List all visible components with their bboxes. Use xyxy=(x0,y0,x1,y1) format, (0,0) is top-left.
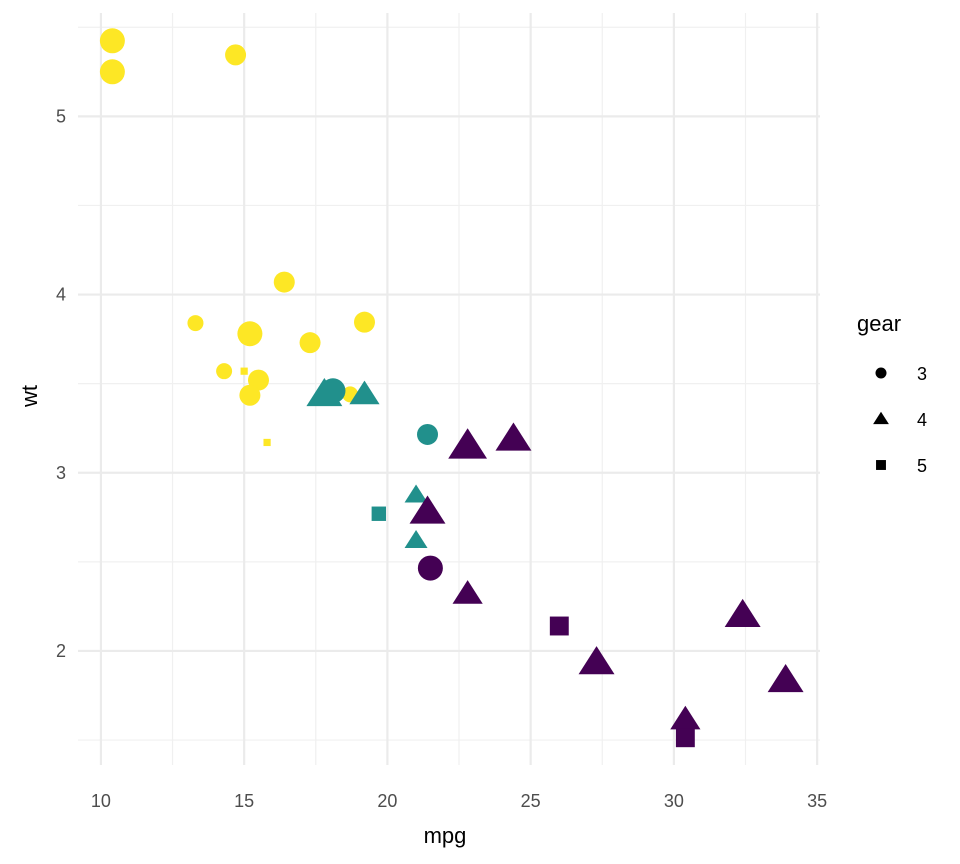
data-point xyxy=(299,332,321,354)
data-point xyxy=(724,598,761,628)
data-point xyxy=(404,484,428,503)
x-tick-labels: 10 15 20 25 30 35 xyxy=(91,791,827,811)
y-tick-labels: 2 3 4 5 xyxy=(56,106,66,661)
y-tick-label: 4 xyxy=(56,285,66,305)
data-point xyxy=(187,315,204,332)
data-point xyxy=(263,438,271,447)
y-axis-title: wt xyxy=(17,385,42,408)
data-point xyxy=(404,529,428,548)
y-tick-label: 5 xyxy=(56,106,66,126)
y-tick-label: 2 xyxy=(56,641,66,661)
data-point xyxy=(306,377,343,407)
legend-title: gear xyxy=(857,311,901,336)
data-point xyxy=(353,311,375,333)
data-point xyxy=(273,271,295,293)
data-points xyxy=(99,28,804,748)
legend-label: 5 xyxy=(917,456,927,476)
data-point xyxy=(670,705,701,730)
data-point xyxy=(225,44,247,66)
data-point xyxy=(99,59,125,85)
data-point xyxy=(767,663,804,693)
data-point xyxy=(495,422,532,451)
legend-entries: 3 4 5 xyxy=(873,364,927,476)
data-point xyxy=(675,728,695,748)
data-point xyxy=(549,616,569,636)
data-point xyxy=(417,423,439,445)
legend-label: 3 xyxy=(917,364,927,384)
x-tick-label: 15 xyxy=(234,791,254,811)
data-point xyxy=(417,555,443,581)
data-point xyxy=(240,367,248,375)
grid-major xyxy=(78,13,820,765)
x-tick-label: 30 xyxy=(664,791,684,811)
data-point xyxy=(239,384,261,406)
data-point xyxy=(448,428,488,459)
legend-key-circle xyxy=(875,367,887,379)
x-tick-label: 35 xyxy=(807,791,827,811)
data-point xyxy=(237,321,263,347)
data-point xyxy=(216,363,233,380)
legend-key-square xyxy=(876,460,886,470)
data-point xyxy=(349,380,380,405)
data-point xyxy=(99,28,125,54)
x-tick-label: 25 xyxy=(521,791,541,811)
data-point xyxy=(409,495,446,524)
legend: gear 3 4 5 xyxy=(857,311,927,476)
data-point xyxy=(452,580,483,604)
x-tick-label: 20 xyxy=(377,791,397,811)
data-point xyxy=(371,506,387,521)
x-tick-label: 10 xyxy=(91,791,111,811)
x-axis-title: mpg xyxy=(424,823,467,848)
legend-label: 4 xyxy=(917,410,927,430)
y-tick-label: 3 xyxy=(56,463,66,483)
grid-minor xyxy=(78,13,820,765)
data-point xyxy=(578,646,615,675)
legend-key-triangle xyxy=(873,411,889,425)
